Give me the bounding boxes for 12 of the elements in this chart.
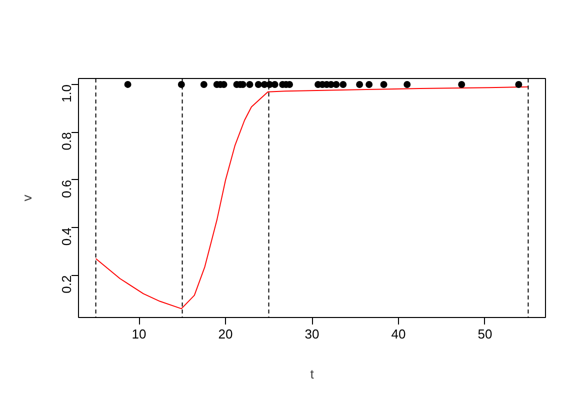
- x-tick-label: 20: [218, 326, 233, 342]
- x-tick-label: 40: [391, 326, 406, 342]
- y-tick-label: 0.4: [59, 228, 74, 246]
- x-tick-label: 50: [478, 326, 492, 342]
- y-tick-label: 1.0: [59, 84, 74, 103]
- y-tick-label: 0.6: [59, 180, 74, 198]
- y-axis-title: v: [20, 194, 34, 202]
- x-tick-label: 10: [132, 326, 146, 342]
- x-axis-title: t: [310, 366, 314, 382]
- x-tick-label: 30: [304, 326, 320, 342]
- y-tick-label: 0.2: [59, 275, 74, 294]
- y-tick-label: 0.8: [59, 132, 74, 150]
